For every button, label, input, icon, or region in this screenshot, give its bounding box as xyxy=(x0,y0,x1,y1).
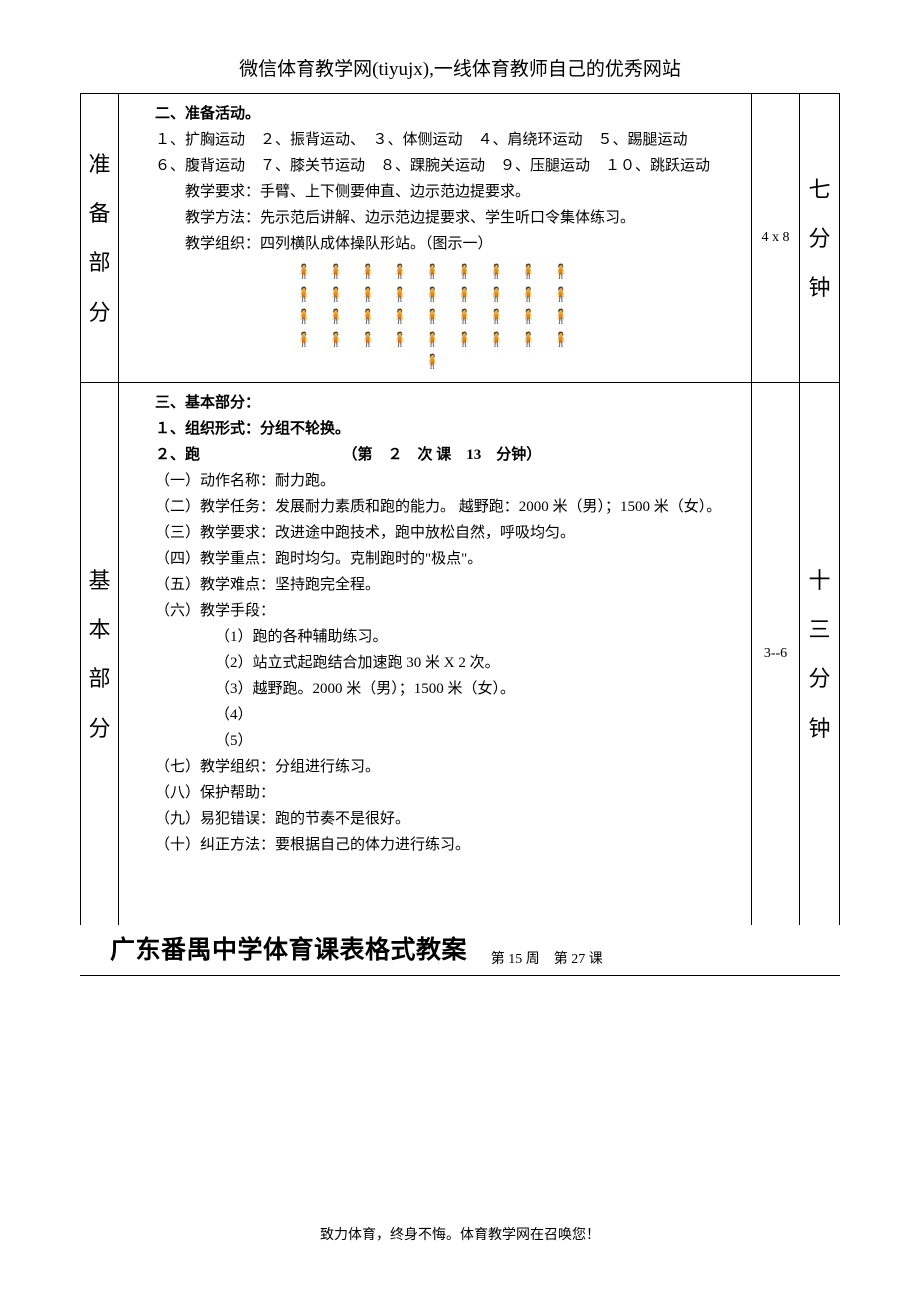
section-prep-row: 准 备 部 分 二、准备活动。 １、扩胸运动 ２、振背运动、 ３、体侧运动 ４、… xyxy=(81,94,840,383)
main-i1: （一）动作名称：耐力跑。 xyxy=(125,469,745,493)
formation-diagram: 🧍 🧍 🧍 🧍 🧍 🧍 🧍 🧍 🧍 🧍 🧍 🧍 🧍 🧍 🧍 🧍 🧍 🧍 🧍 🧍 … xyxy=(125,262,745,374)
label-char: 基 xyxy=(87,563,112,598)
section-prep-content: 二、准备活动。 １、扩胸运动 ２、振背运动、 ３、体侧运动 ４、肩绕环运动 ５、… xyxy=(119,94,752,383)
main-title: 三、基本部分： xyxy=(125,391,745,415)
prep-requirement: 教学要求：手臂、上下侧要伸直、边示范边提要求。 xyxy=(125,180,745,204)
main-i2: （二）教学任务：发展耐力素质和跑的能力。 越野跑：2000 米（男）；1500 … xyxy=(125,495,745,519)
time-char: 分 xyxy=(806,661,833,696)
main-time: 十 三 分 钟 xyxy=(800,383,840,926)
main-i3: （三）教学要求：改进途中跑技术，跑中放松自然，呼吸均匀。 xyxy=(125,521,745,545)
prep-count: 4 x 8 xyxy=(752,94,800,383)
time-char: 钟 xyxy=(806,270,833,305)
time-char: 钟 xyxy=(806,711,833,746)
main-i6-4: （4） xyxy=(125,703,745,727)
prep-organization: 教学组织：四列横队成体操队形站。（图示一） xyxy=(125,232,745,256)
prep-exercises-1: １、扩胸运动 ２、振背运动、 ３、体侧运动 ４、肩绕环运动 ５、踢腿运动 xyxy=(125,128,745,152)
formation-row: 🧍 🧍 🧍 🧍 🧍 🧍 🧍 🧍 🧍 xyxy=(125,330,745,352)
formation-row: 🧍 xyxy=(125,352,745,374)
label-char: 分 xyxy=(87,711,112,746)
big-title-row: 广东番禺中学体育课表格式教案 第 15 周 第 27 课 xyxy=(80,931,840,976)
time-char: 七 xyxy=(806,172,833,207)
label-char: 本 xyxy=(87,612,112,647)
main-i8: （八）保护帮助： xyxy=(125,781,745,805)
main-i6-3: （3）越野跑。2000 米（男）；1500 米（女）。 xyxy=(125,677,745,701)
main-i5: （五）教学难点：坚持跑完全程。 xyxy=(125,573,745,597)
big-title: 广东番禺中学体育课表格式教案 xyxy=(110,931,467,971)
section-main-label: 基 本 部 分 xyxy=(81,383,119,926)
formation-row: 🧍 🧍 🧍 🧍 🧍 🧍 🧍 🧍 🧍 xyxy=(125,262,745,284)
main-l2-paren: （第 ２ 次 课 13 分钟） xyxy=(343,447,542,463)
label-char: 部 xyxy=(87,245,112,280)
main-i4: （四）教学重点：跑时均匀。克制跑时的"极点"。 xyxy=(125,547,745,571)
prep-exercises-2: ６、腹背运动 ７、膝关节运动 ８、踝腕关运动 ９、压腿运动 １０、跳跃运动 xyxy=(125,154,745,178)
main-l1: １、组织形式：分组不轮换。 xyxy=(125,417,745,441)
time-char: 三 xyxy=(806,612,833,647)
prep-method: 教学方法：先示范后讲解、边示范边提要求、学生听口令集体练习。 xyxy=(125,206,745,230)
main-i6: （六）教学手段： xyxy=(125,599,745,623)
page-footer: 致力体育，终身不悔。体育教学网在召唤您！ xyxy=(0,1225,920,1247)
main-count: 3--6 xyxy=(752,383,800,926)
prep-title: 二、准备活动。 xyxy=(125,102,745,126)
prep-time: 七 分 钟 xyxy=(800,94,840,383)
section-main-content: 三、基本部分： １、组织形式：分组不轮换。 ２、跑 （第 ２ 次 课 13 分钟… xyxy=(119,383,752,926)
formation-row: 🧍 🧍 🧍 🧍 🧍 🧍 🧍 🧍 🧍 xyxy=(125,285,745,307)
formation-row: 🧍 🧍 🧍 🧍 🧍 🧍 🧍 🧍 🧍 xyxy=(125,307,745,329)
label-char: 准 xyxy=(87,147,112,182)
main-i10: （十）纠正方法：要根据自己的体力进行练习。 xyxy=(125,833,745,857)
sub-title: 第 15 周 第 27 课 xyxy=(491,949,603,971)
main-i7: （七）教学组织：分组进行练习。 xyxy=(125,755,745,779)
section-prep-label: 准 备 部 分 xyxy=(81,94,119,383)
section-main-row: 基 本 部 分 三、基本部分： １、组织形式：分组不轮换。 ２、跑 （第 ２ 次… xyxy=(81,383,840,926)
document-page: 微信体育教学网(tiyujx),一线体育教师自己的优秀网站 准 备 部 分 二、… xyxy=(0,0,920,1302)
lesson-table: 准 备 部 分 二、准备活动。 １、扩胸运动 ２、振背运动、 ３、体侧运动 ４、… xyxy=(80,93,840,925)
label-char: 备 xyxy=(87,196,112,231)
time-char: 十 xyxy=(806,563,833,598)
main-i9: （九）易犯错误：跑的节奏不是很好。 xyxy=(125,807,745,831)
main-l2: ２、跑 （第 ２ 次 课 13 分钟） xyxy=(125,443,745,467)
label-char: 分 xyxy=(87,295,112,330)
main-i6-2: （2）站立式起跑结合加速跑 30 米 X 2 次。 xyxy=(125,651,745,675)
main-i6-5: （5） xyxy=(125,729,745,753)
main-l2-text: ２、跑 xyxy=(155,447,200,463)
time-char: 分 xyxy=(806,221,833,256)
main-i6-1: （1）跑的各种辅助练习。 xyxy=(125,625,745,649)
page-header: 微信体育教学网(tiyujx),一线体育教师自己的优秀网站 xyxy=(80,55,840,85)
label-char: 部 xyxy=(87,661,112,696)
